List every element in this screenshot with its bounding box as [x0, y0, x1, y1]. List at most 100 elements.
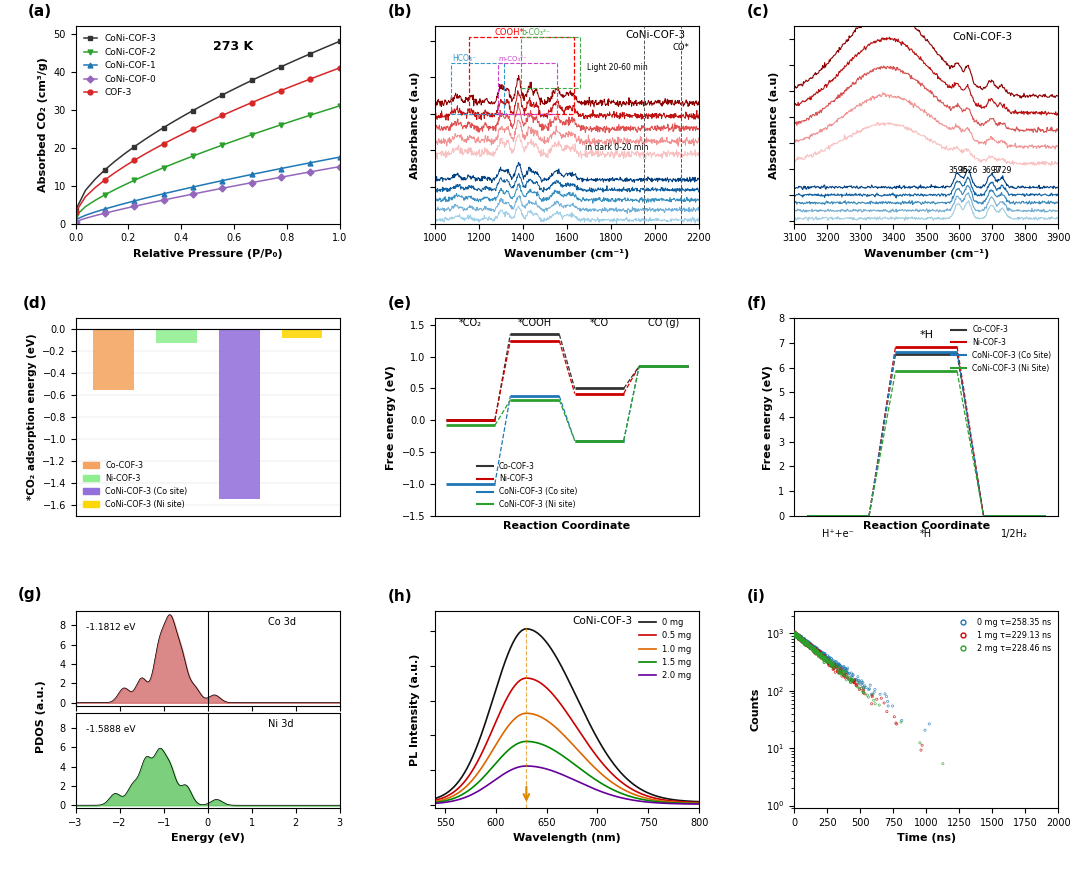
Point: [887, 716, 904, 730]
Point: [798, 636, 815, 650]
Point: [794, 634, 811, 647]
Point: [826, 660, 843, 674]
Point: [805, 641, 822, 655]
Point: [800, 636, 818, 650]
Point: [788, 629, 806, 643]
Point: [788, 628, 806, 642]
Point: [791, 629, 808, 643]
Point: [816, 653, 834, 667]
Point: [804, 642, 821, 656]
Point: [788, 629, 806, 643]
Point: [818, 655, 835, 669]
Point: [795, 633, 812, 647]
Point: [796, 635, 813, 649]
Point: [800, 638, 818, 652]
Point: [804, 641, 821, 655]
Point: [791, 630, 808, 644]
Point: [836, 666, 853, 680]
Point: [786, 627, 804, 641]
Point: [846, 673, 863, 687]
Point: [819, 651, 836, 665]
Point: [792, 631, 809, 645]
CoNi-COF-1: [167, 186, 180, 196]
Point: [798, 635, 815, 649]
CoNi-COF-1: [245, 169, 258, 180]
Point: [801, 640, 819, 653]
CoNi-COF-0: [137, 199, 150, 209]
Point: [793, 634, 810, 647]
Point: [797, 637, 814, 651]
Point: [791, 631, 808, 645]
Point: [788, 630, 806, 644]
Point: [825, 659, 842, 673]
Point: [811, 647, 828, 661]
Point: [789, 630, 807, 644]
Point: [804, 642, 821, 656]
Point: [853, 673, 870, 687]
1.5 mg: [519, 736, 532, 746]
Point: [795, 634, 812, 648]
CoNi-COF-1: [255, 167, 268, 177]
CoNi-COF-0: [187, 189, 200, 199]
Point: [811, 647, 828, 661]
Point: [792, 629, 809, 643]
Text: -1.1812 eV: -1.1812 eV: [86, 623, 136, 632]
Point: [793, 633, 810, 647]
Point: [793, 632, 810, 646]
Point: [824, 657, 841, 671]
1.0 mg: [519, 708, 532, 719]
Point: [811, 645, 828, 659]
Point: [808, 645, 825, 659]
Point: [788, 628, 806, 642]
Point: [812, 648, 829, 662]
Point: [816, 652, 834, 666]
Point: [788, 628, 806, 642]
Point: [806, 643, 823, 657]
Point: [796, 636, 813, 650]
Point: [809, 646, 826, 660]
Point: [809, 644, 826, 658]
Point: [794, 634, 811, 647]
Point: [816, 651, 834, 665]
Point: [806, 640, 823, 653]
COF-3: [324, 66, 337, 76]
Point: [789, 630, 807, 644]
Point: [787, 629, 805, 643]
1.5 mg: [692, 799, 705, 809]
Point: [793, 631, 810, 645]
Point: [788, 630, 806, 644]
1.0 mg: [586, 760, 599, 771]
Point: [793, 633, 810, 647]
Point: [788, 628, 806, 642]
Point: [789, 630, 807, 644]
Point: [794, 634, 811, 647]
Point: [804, 642, 821, 656]
CoNi-COF-2: [89, 196, 102, 206]
Point: [791, 632, 808, 646]
CoNi-COF-1: [206, 177, 219, 188]
Point: [809, 646, 826, 660]
Point: [807, 643, 824, 657]
Point: [786, 628, 804, 642]
Point: [795, 634, 812, 648]
Point: [797, 636, 814, 650]
Point: [787, 630, 805, 644]
CoNi-COF-0: [255, 176, 268, 186]
Point: [837, 664, 854, 678]
Point: [789, 630, 807, 644]
Point: [823, 659, 840, 673]
Point: [798, 638, 815, 652]
Point: [816, 651, 834, 665]
Point: [787, 628, 805, 642]
Point: [786, 627, 804, 640]
Point: [806, 641, 823, 655]
Point: [801, 639, 819, 653]
Point: [813, 647, 831, 661]
Point: [793, 631, 810, 645]
Point: [793, 632, 810, 646]
Point: [791, 632, 808, 646]
Point: [807, 645, 824, 659]
Point: [792, 631, 809, 645]
Point: [791, 630, 808, 644]
Point: [807, 645, 824, 659]
